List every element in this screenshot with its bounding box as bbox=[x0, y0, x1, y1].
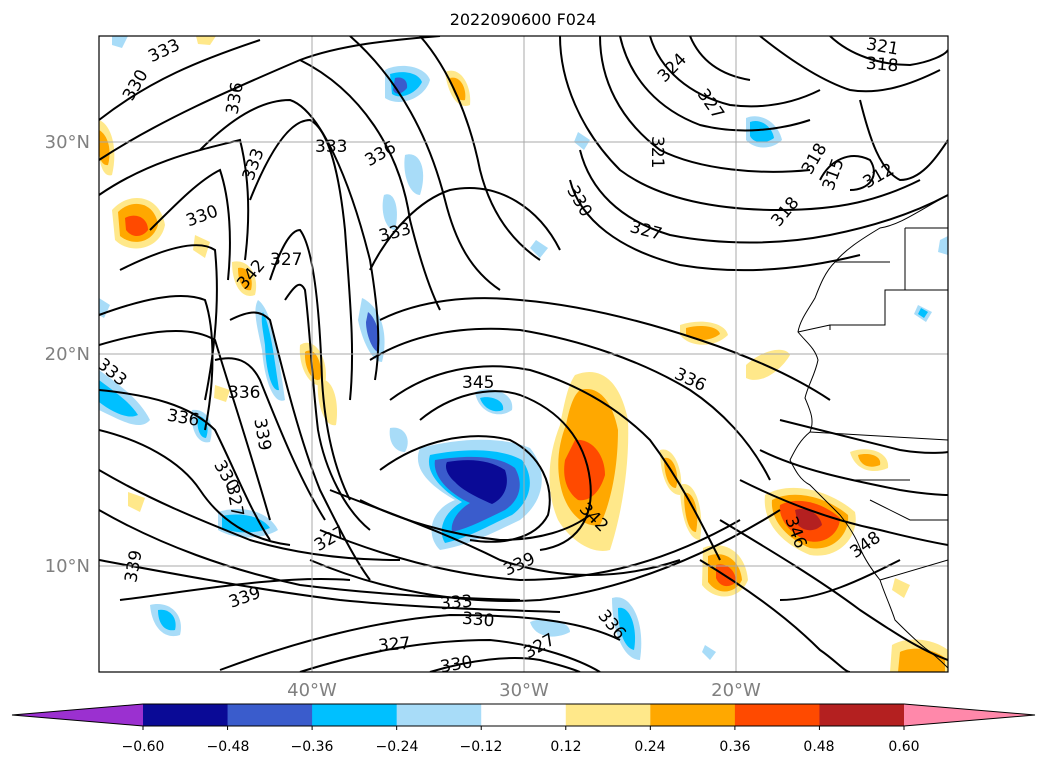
blue-shade bbox=[404, 154, 424, 195]
colorbar-tick-label: −0.36 bbox=[291, 739, 334, 755]
blue-shade bbox=[112, 36, 128, 48]
colorbar-tick-label: 0.60 bbox=[888, 739, 919, 755]
colorbar-extend-high bbox=[904, 704, 1035, 726]
colorbar-extend-low bbox=[12, 704, 143, 726]
colorbar bbox=[11, 703, 1036, 730]
contour-label: 321 bbox=[865, 34, 900, 59]
contour-label: 333 bbox=[315, 137, 347, 157]
lat-label: 20°N bbox=[45, 344, 90, 365]
colorbar-tick-label: 0.36 bbox=[719, 739, 750, 755]
colorbar-segment bbox=[734, 704, 820, 726]
blue-shade bbox=[480, 397, 504, 412]
warm-shade bbox=[214, 385, 230, 402]
colorbar-ticks: −0.60 −0.48 −0.36 −0.24 −0.12 0.12 0.24 … bbox=[122, 739, 920, 755]
colorbar-tick-label: −0.48 bbox=[207, 739, 250, 755]
blue-shade bbox=[99, 370, 150, 426]
warm-shade bbox=[125, 215, 148, 236]
colorbar-tick-label: 0.12 bbox=[550, 739, 581, 755]
blue-shade bbox=[530, 619, 570, 637]
colorbar-segment bbox=[565, 704, 651, 726]
contour-label: 345 bbox=[462, 373, 494, 393]
graticule bbox=[99, 36, 948, 672]
blue-shade bbox=[918, 308, 928, 318]
warm-shade bbox=[892, 578, 910, 598]
warm-shade bbox=[450, 77, 466, 101]
blue-shade bbox=[158, 609, 176, 631]
blue-shade bbox=[261, 312, 279, 391]
colorbar-segment bbox=[396, 704, 482, 726]
lon-label: 30°W bbox=[499, 680, 549, 701]
contour-label: 336 bbox=[228, 383, 260, 403]
warm-shade bbox=[564, 439, 605, 501]
warm-shade bbox=[746, 349, 790, 380]
colorbar-segment bbox=[227, 704, 313, 726]
lon-labels: 40°W 30°W 20°W bbox=[287, 680, 761, 701]
warm-shade bbox=[684, 492, 698, 532]
map-title: 2022090600 F024 bbox=[450, 10, 597, 29]
warm-shade bbox=[304, 350, 321, 381]
colorbar-segment bbox=[650, 704, 736, 726]
blue-shade bbox=[99, 380, 138, 417]
lat-label: 30°N bbox=[45, 132, 90, 153]
warm-shade bbox=[795, 509, 822, 531]
warm-shade bbox=[99, 130, 110, 166]
map-frame bbox=[98, 35, 949, 673]
blue-shade bbox=[530, 240, 548, 258]
colorbar-segment bbox=[312, 704, 398, 726]
contour-label: 327 bbox=[377, 634, 411, 657]
contour-lines bbox=[99, 36, 948, 672]
contour-label: 321 bbox=[647, 136, 667, 168]
colorbar-tick-label: 0.48 bbox=[803, 739, 834, 755]
blue-shade bbox=[702, 645, 716, 660]
colorbar-tick-label: −0.24 bbox=[376, 739, 419, 755]
colorbar-tick-label: −0.12 bbox=[460, 739, 503, 755]
colorbar-tick-label: −0.60 bbox=[122, 739, 165, 755]
warm-shade bbox=[128, 492, 145, 512]
blue-shade bbox=[574, 132, 590, 150]
lon-label: 20°W bbox=[711, 680, 761, 701]
warm-shade bbox=[193, 235, 210, 258]
warm-shade bbox=[686, 326, 720, 340]
colorbar-tick-label: 0.24 bbox=[634, 739, 665, 755]
blue-shade bbox=[389, 427, 408, 452]
border-line bbox=[797, 227, 948, 581]
coastline bbox=[789, 194, 948, 669]
blue-shade bbox=[938, 236, 948, 255]
blue-shade bbox=[382, 194, 397, 230]
blue-shade bbox=[445, 460, 507, 504]
contour-label: 330 bbox=[461, 609, 495, 632]
warm-shade bbox=[238, 267, 252, 291]
contour-label: 333 bbox=[439, 592, 473, 615]
warm-shade bbox=[196, 36, 216, 45]
blue-shade bbox=[366, 312, 380, 352]
map-area: 333 330 336 333 336 321 318 324 327 321 … bbox=[99, 34, 948, 677]
blue-shade bbox=[618, 607, 636, 650]
colorbar-segment bbox=[143, 704, 229, 726]
blue-shade bbox=[750, 120, 774, 143]
lat-labels: 30°N 20°N 10°N bbox=[45, 132, 90, 577]
lon-label: 40°W bbox=[287, 680, 337, 701]
lat-label: 10°N bbox=[45, 556, 90, 577]
contour-label: 318 bbox=[865, 54, 899, 77]
warm-shade bbox=[858, 454, 881, 467]
contour-label: 330 bbox=[439, 652, 474, 677]
colorbar-segment bbox=[819, 704, 905, 726]
colorbar-segment bbox=[481, 704, 567, 726]
contour-label: 327 bbox=[270, 250, 302, 270]
